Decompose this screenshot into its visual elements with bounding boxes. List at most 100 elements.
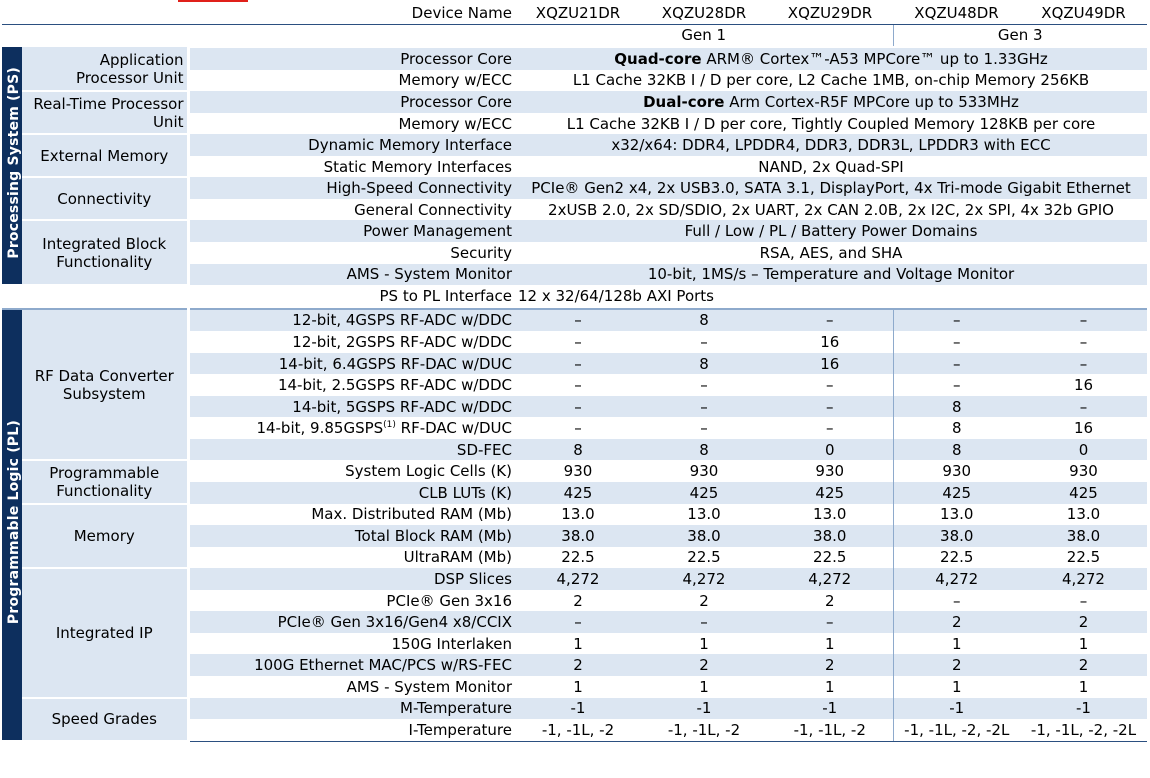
speed-row-value: -1, -1L, -2, -2L xyxy=(892,719,1020,742)
ip-row-value: 1 xyxy=(699,634,709,653)
rf-row-value: – xyxy=(515,395,641,418)
rf-row-value: 8 xyxy=(641,438,767,461)
power-management-row: Integrated Block Functionality Power Man… xyxy=(2,220,1147,287)
rpu-memory-value: L1 Cache 32KB I / D per core, Tightly Co… xyxy=(566,114,1096,133)
ip-row-value: 4,272 xyxy=(1020,568,1147,590)
rf-row-value: 0 xyxy=(1020,438,1147,461)
pl-section-band: Programmable Logic (PL) xyxy=(2,308,22,743)
ip-row-value: 1 xyxy=(824,677,835,696)
rf-row-value: – xyxy=(1020,352,1147,375)
ip-row-value: – xyxy=(1079,591,1088,610)
rf-row-value: – xyxy=(641,395,767,418)
ip-row-value: 1 xyxy=(699,677,709,696)
rf-row-label: 12-bit, 2GSPS RF-ADC w/DDC xyxy=(292,332,512,351)
rpu-core-value: Dual-core Arm Cortex-R5F MPCore up to 53… xyxy=(515,91,1147,113)
rf-row: SD-FEC 8 8 0 8 0 xyxy=(2,438,1147,461)
speed-row-value: -1 xyxy=(641,697,767,720)
rf-row-value: 16 xyxy=(767,352,893,375)
ip-row-label: 100G Ethernet MAC/PCS w/RS-FEC xyxy=(188,654,515,676)
apu-core-value: Quad-core ARM® Cortex™-A53 MPCore™ up to… xyxy=(515,46,1147,70)
rf-row: Programmable Logic (PL) RF Data Converte… xyxy=(2,308,1147,743)
speed-row-value: -1 xyxy=(515,697,641,720)
memory-row: UltraRAM (Mb) 22.5 22.5 22.5 22.5 22.5 xyxy=(2,546,1147,569)
rf-row-value: – xyxy=(892,352,1020,375)
device-xqzu21dr: XQZU21DR xyxy=(515,2,641,25)
rf-row-value: – xyxy=(515,352,641,375)
device-xqzu49dr: XQZU49DR xyxy=(1020,2,1147,25)
general-connectivity-label: General Connectivity xyxy=(354,200,512,219)
ip-row-value: 2 xyxy=(1020,654,1147,676)
memory-row-label: Max. Distributed RAM (Mb) xyxy=(311,505,512,524)
logic-row-value: 425 xyxy=(1020,482,1147,504)
red-accent-mark xyxy=(178,0,248,3)
dynamic-memory-label: Dynamic Memory Interface xyxy=(188,134,515,156)
rf-row-label: SD-FEC xyxy=(188,438,515,461)
logic-row: CLB LUTs (K) 425 425 425 425 425 xyxy=(2,482,1147,504)
rf-category-line2: Subsystem xyxy=(62,384,146,403)
rf-row-value: 8 xyxy=(892,417,1020,439)
rf-row-value: – xyxy=(515,308,641,332)
generation-row: Gen 1 Gen 3 xyxy=(2,24,1147,49)
rf-row-value: – xyxy=(892,331,1020,353)
ip-row-value: 2 xyxy=(699,591,709,610)
external-memory-category: External Memory xyxy=(22,134,190,179)
integrated-block-line1: Integrated Block xyxy=(42,234,167,253)
rf-row-value: – xyxy=(826,376,834,395)
apu-core-label: Processor Core xyxy=(188,46,515,70)
ip-row-value: 2 xyxy=(1020,611,1147,633)
ip-row-value: 2 xyxy=(767,654,893,676)
ip-row-value: 2 xyxy=(824,591,835,610)
rpu-core-row: Real-Time Processor Unit Processor Core … xyxy=(2,91,1147,136)
apu-memory-label: Memory w/ECC xyxy=(398,71,512,90)
logic-row-value: 930 xyxy=(689,462,719,481)
ps-section-band: Processing System (PS) xyxy=(2,47,22,287)
ip-row-label: AMS - System Monitor xyxy=(346,677,512,696)
device-name-row: Device Name XQZU21DR XQZU28DR XQZU29DR X… xyxy=(2,2,1147,25)
rf-row-value: – xyxy=(700,332,708,351)
rf-row-value: – xyxy=(1020,395,1147,418)
rf-row-value: 8 xyxy=(641,308,767,332)
ps-ams-value: 10-bit, 1MS/s – Temperature and Voltage … xyxy=(515,263,1147,286)
security-row: Security RSA, AES, and SHA xyxy=(2,242,1147,264)
ip-row-value: 1 xyxy=(1078,634,1089,653)
ip-row-value: 1 xyxy=(892,675,1020,698)
rf-row: 14-bit, 2.5GSPS RF-ADC w/DDC – – – – 16 xyxy=(2,374,1147,396)
memory-row-value: 22.5 xyxy=(687,548,721,567)
general-connectivity-row: General Connectivity 2xUSB 2.0, 2x SD/SD… xyxy=(2,199,1147,221)
speed-row: I-Temperature -1, -1L, -2 -1, -1L, -2 -1… xyxy=(2,719,1147,742)
ip-row: PCIe® Gen 3x16 2 2 2 – – xyxy=(2,589,1147,612)
memory-row-value: 13.0 xyxy=(561,505,595,524)
rf-row: 12-bit, 2GSPS RF-ADC w/DDC – – 16 – – xyxy=(2,331,1147,353)
ps-ams-label: AMS - System Monitor xyxy=(188,263,515,286)
rf-row-value: – xyxy=(826,419,834,438)
ip-row-value: 2 xyxy=(892,611,1020,633)
rf-row-value: – xyxy=(1020,308,1147,332)
ip-row: 150G Interlaken 1 1 1 1 1 xyxy=(2,632,1147,655)
ip-row-value: 4,272 xyxy=(641,568,767,590)
ip-row-value: – xyxy=(767,611,893,633)
speed-row-value: -1 xyxy=(892,697,1020,720)
gen-1-label: Gen 1 xyxy=(515,24,893,49)
ip-row-value: 1 xyxy=(824,634,835,653)
rf-row-label: 14-bit, 6.4GSPS RF-DAC w/DUC xyxy=(188,352,515,375)
power-management-value: Full / Low / PL / Battery Power Domains xyxy=(515,220,1147,243)
device-xqzu29dr: XQZU29DR xyxy=(767,2,893,25)
security-label: Security xyxy=(450,243,512,262)
dynamic-memory-row: External Memory Dynamic Memory Interface… xyxy=(2,134,1147,179)
rf-row-value: – xyxy=(574,332,582,351)
memory-row: Total Block RAM (Mb) 38.0 38.0 38.0 38.0… xyxy=(2,525,1147,547)
logic-row-value: 930 xyxy=(815,462,845,481)
rpu-category: Real-Time Processor Unit xyxy=(22,91,190,136)
ip-row-value: 1 xyxy=(892,632,1020,655)
speed-row-label: M-Temperature xyxy=(188,697,515,720)
speed-row: Speed Grades M-Temperature -1 -1 -1 -1 -… xyxy=(2,697,1147,743)
logic-row: Programmable Functionality System Logic … xyxy=(2,460,1147,505)
dynamic-memory-value: x32/x64: DDR4, LPDDR4, DDR3, DDR3L, LPDD… xyxy=(515,134,1147,156)
logic-row-value: 425 xyxy=(767,482,893,504)
static-memory-value: NAND, 2x Quad-SPI xyxy=(758,157,904,176)
logic-row-value: 930 xyxy=(1069,462,1098,481)
memory-row-label: UltraRAM (Mb) xyxy=(403,548,512,567)
ip-row: AMS - System Monitor 1 1 1 1 1 xyxy=(2,675,1147,698)
rf-row-label: 14-bit, 5GSPS RF-ADC w/DDC xyxy=(188,395,515,418)
rf-row-value: 16 xyxy=(1073,419,1094,438)
